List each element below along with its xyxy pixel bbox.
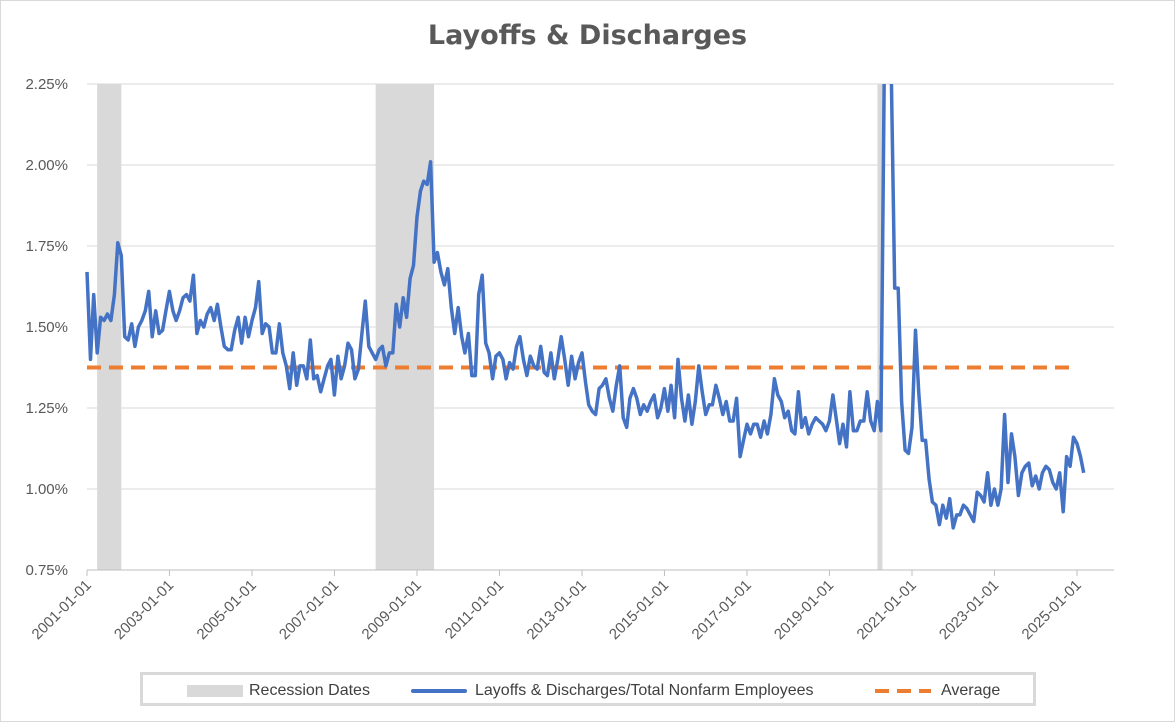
y-tick-label: 2.00% xyxy=(25,157,68,174)
x-tick-label: 2007-01-01 xyxy=(276,577,342,643)
x-axis-ticks: 2001-01-01 2003-01-01 2005-01-01 2007-01-01… xyxy=(29,570,1085,643)
chart-title: Layoffs & Discharges xyxy=(427,20,748,51)
x-tick-label: 2025-01-01 xyxy=(1019,577,1085,643)
legend-swatch-recession xyxy=(187,685,243,697)
y-tick-label: 2.25% xyxy=(25,76,68,93)
y-tick-label: 1.25% xyxy=(25,400,68,417)
x-tick-label: 2011-01-01 xyxy=(442,577,507,642)
legend-item-series: Layoffs & Discharges/Total Nonfarm Emplo… xyxy=(411,680,814,702)
x-tick-label: 2017-01-01 xyxy=(689,577,755,643)
x-tick-label: 2021-01-01 xyxy=(854,577,920,643)
series-line-group xyxy=(85,84,1086,530)
x-tick-label: 2019-01-01 xyxy=(771,577,837,643)
y-tick-label: 1.00% xyxy=(25,481,68,498)
legend-swatch-average xyxy=(875,689,931,693)
legend-item-average: Average xyxy=(875,680,1000,702)
legend: Recession Dates Layoffs & Discharges/Tot… xyxy=(140,672,1036,706)
x-tick-label: 2023-01-01 xyxy=(936,577,1002,643)
series-line xyxy=(85,84,1086,530)
x-tick-label: 2005-01-01 xyxy=(194,577,260,643)
x-tick-label: 2009-01-01 xyxy=(359,577,425,643)
y-tick-label: 1.50% xyxy=(25,319,68,336)
legend-label-average: Average xyxy=(941,682,1001,699)
y-tick-label: 1.75% xyxy=(25,238,68,255)
legend-label-recession: Recession Dates xyxy=(249,682,370,699)
x-tick-label: 2015-01-01 xyxy=(606,577,672,643)
x-tick-label: 2001-01-01 xyxy=(29,577,95,643)
y-tick-label: 0.75% xyxy=(25,562,68,579)
legend-label-series: Layoffs & Discharges/Total Nonfarm Emplo… xyxy=(475,682,814,699)
legend-item-recession: Recession Dates xyxy=(187,680,370,702)
x-tick-label: 2003-01-01 xyxy=(111,577,177,643)
legend-swatch-series xyxy=(411,689,467,693)
y-axis-ticks: 0.75% 1.00% 1.25% 1.50% 1.75% 2.00% 2.25% xyxy=(25,76,68,579)
gridlines xyxy=(87,83,1114,571)
x-tick-label: 2013-01-01 xyxy=(524,577,590,643)
